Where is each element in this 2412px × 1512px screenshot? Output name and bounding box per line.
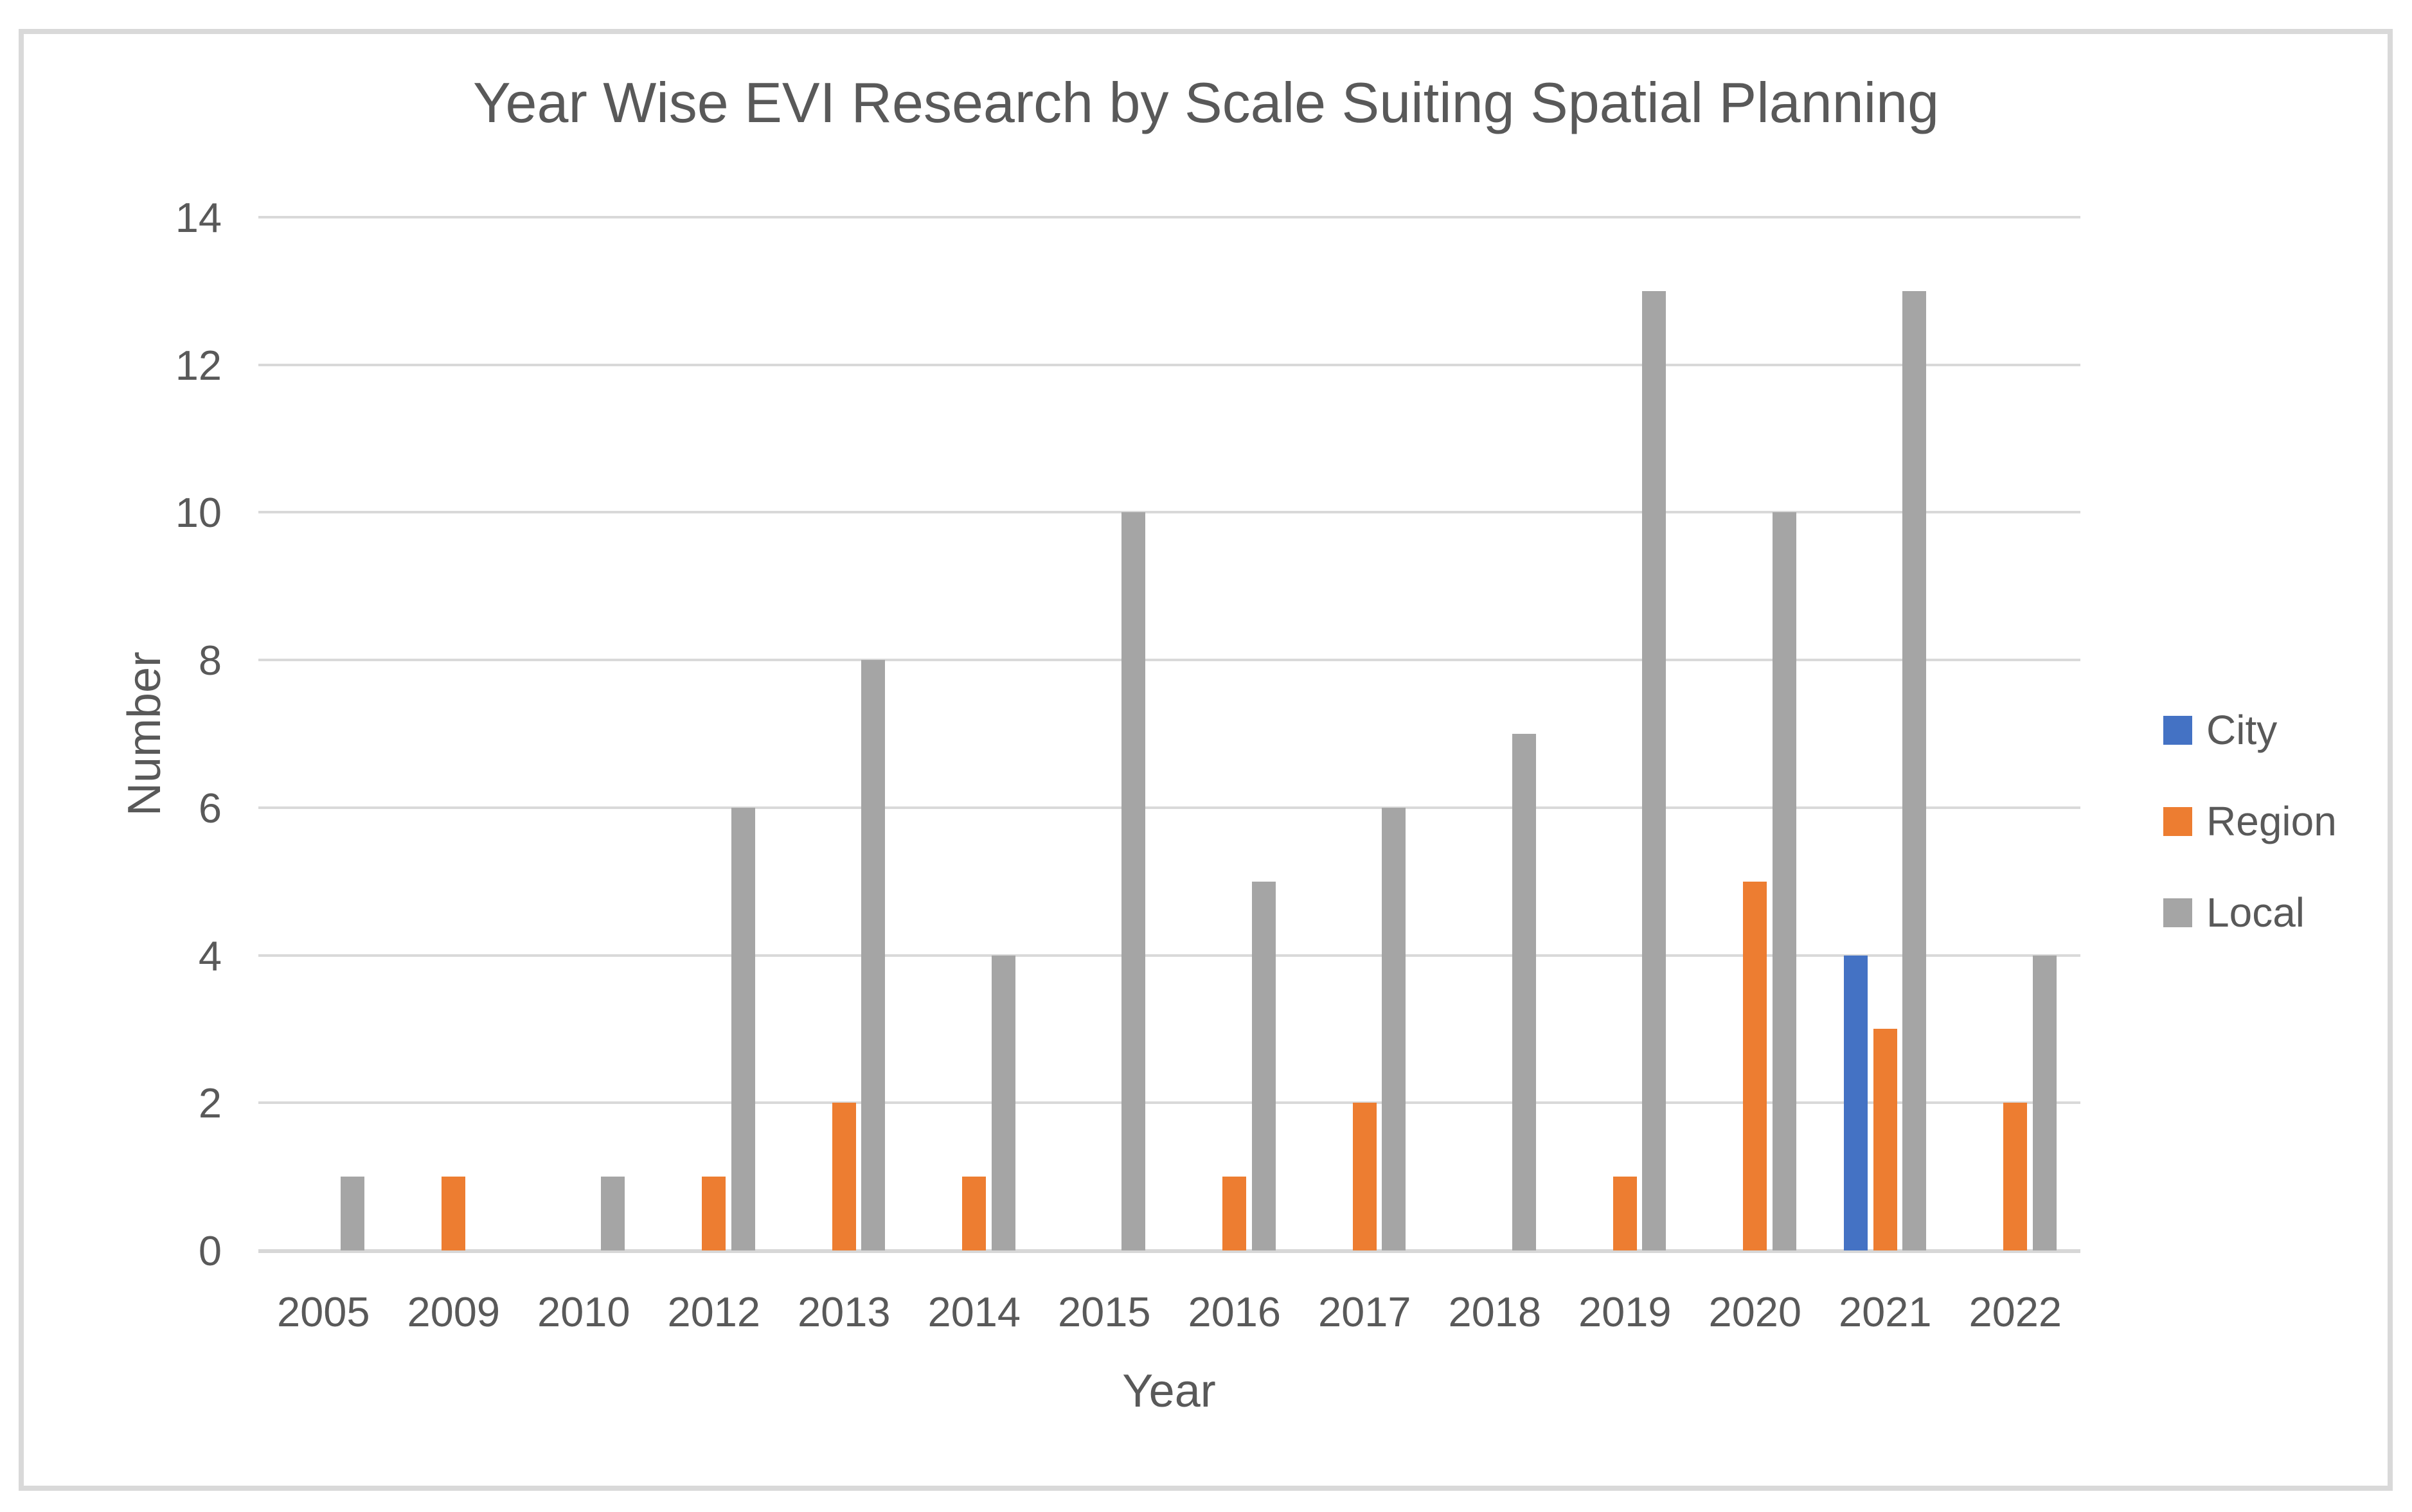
bar-local-2015 bbox=[1121, 512, 1146, 1250]
bar-region-2019 bbox=[1612, 1177, 1637, 1250]
bar-region-2013 bbox=[832, 1103, 856, 1250]
bar-region-2020 bbox=[1743, 881, 1767, 1250]
y-tick-label-6: 6 bbox=[198, 784, 222, 832]
y-tick-label-10: 10 bbox=[175, 489, 222, 537]
y-tick-label-12: 12 bbox=[175, 341, 222, 389]
gridline-y12 bbox=[258, 363, 2080, 366]
x-tick-label-2020: 2020 bbox=[1708, 1288, 1802, 1335]
bar-region-2009 bbox=[442, 1177, 466, 1250]
bar-local-2013 bbox=[861, 660, 886, 1250]
x-tick-label-2005: 2005 bbox=[276, 1288, 370, 1335]
x-tick-label-2014: 2014 bbox=[927, 1288, 1021, 1335]
bar-local-2010 bbox=[601, 1177, 625, 1250]
gridline-y10 bbox=[258, 511, 2080, 514]
x-tick-label-2009: 2009 bbox=[407, 1288, 501, 1335]
legend-swatch-region bbox=[2163, 806, 2192, 836]
x-tick-label-2013: 2013 bbox=[797, 1288, 891, 1335]
bar-region-2022 bbox=[2003, 1103, 2028, 1250]
gridline-y8 bbox=[258, 659, 2080, 662]
bar-local-2018 bbox=[1512, 734, 1536, 1250]
bar-local-2016 bbox=[1251, 881, 1276, 1250]
y-tick-label-2: 2 bbox=[198, 1080, 222, 1127]
legend-item-local: Local bbox=[2163, 892, 2305, 933]
y-tick-label-4: 4 bbox=[198, 932, 222, 979]
x-tick-label-2012: 2012 bbox=[667, 1288, 761, 1335]
x-tick-label-2016: 2016 bbox=[1188, 1288, 1282, 1335]
bar-local-2017 bbox=[1382, 807, 1406, 1250]
bar-region-2021 bbox=[1873, 1029, 1897, 1250]
gridline-y2 bbox=[258, 1101, 2080, 1105]
bar-region-2012 bbox=[702, 1177, 726, 1250]
gridline-y14 bbox=[258, 216, 2080, 218]
bar-local-2005 bbox=[341, 1177, 365, 1250]
legend-label-city: City bbox=[2206, 707, 2278, 753]
y-tick-label-0: 0 bbox=[198, 1227, 222, 1274]
bar-region-2017 bbox=[1352, 1103, 1377, 1250]
plot-area bbox=[258, 216, 2080, 1254]
bar-local-2019 bbox=[1642, 290, 1666, 1250]
x-tick-label-2017: 2017 bbox=[1318, 1288, 1411, 1335]
bar-region-2014 bbox=[962, 1177, 987, 1250]
chart-frame-border bbox=[19, 29, 2393, 1491]
bar-local-2022 bbox=[2032, 955, 2057, 1250]
x-tick-label-2021: 2021 bbox=[1838, 1288, 1932, 1335]
chart-title: Year Wise EVI Research by Scale Suiting … bbox=[472, 71, 1940, 134]
bar-region-2016 bbox=[1222, 1177, 1247, 1250]
x-tick-label-2018: 2018 bbox=[1448, 1288, 1542, 1335]
gridline-y4 bbox=[258, 954, 2080, 957]
legend-swatch-local bbox=[2163, 898, 2192, 927]
bar-local-2012 bbox=[731, 807, 755, 1250]
y-tick-label-14: 14 bbox=[175, 194, 222, 241]
x-tick-label-2019: 2019 bbox=[1578, 1288, 1672, 1335]
x-tick-label-2022: 2022 bbox=[1969, 1288, 2062, 1335]
bar-city-2021 bbox=[1844, 955, 1868, 1250]
legend-item-region: Region bbox=[2163, 801, 2337, 842]
bar-local-2021 bbox=[1902, 290, 1927, 1250]
x-axis-title: Year bbox=[1122, 1365, 1216, 1417]
legend-label-region: Region bbox=[2206, 798, 2337, 844]
bar-local-2014 bbox=[991, 955, 1015, 1250]
legend-item-city: City bbox=[2163, 709, 2277, 751]
gridline-y6 bbox=[258, 806, 2080, 809]
x-tick-label-2015: 2015 bbox=[1057, 1288, 1151, 1335]
x-tick-label-2010: 2010 bbox=[537, 1288, 630, 1335]
x-axis-line bbox=[258, 1249, 2080, 1253]
y-tick-label-8: 8 bbox=[198, 637, 222, 684]
legend-label-local: Local bbox=[2206, 889, 2305, 936]
bar-local-2020 bbox=[1772, 512, 1796, 1250]
legend-swatch-city bbox=[2163, 715, 2192, 745]
